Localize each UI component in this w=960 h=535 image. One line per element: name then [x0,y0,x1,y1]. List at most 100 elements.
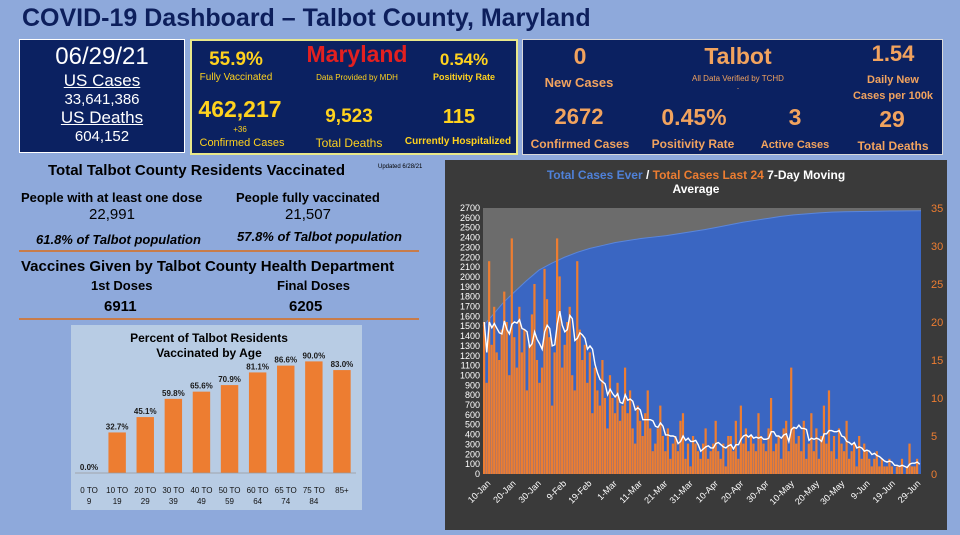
daily-case-bar [505,322,508,474]
right-y-tick-label: 5 [931,431,937,443]
md-hospitalized-label: Currently Hospitalized [404,136,512,147]
left-y-tick-label: 2000 [460,272,480,282]
daily-case-bar [598,405,602,474]
left-y-tick-label: 2500 [460,223,480,233]
daily-case-bar [593,367,596,474]
daily-case-bar [543,268,546,474]
age-bar-label: 70.9% [218,375,241,384]
left-y-tick-label: 1700 [460,302,480,312]
daily-case-bar [548,337,551,474]
daily-case-bar [910,466,914,474]
divider [19,250,419,252]
daily-case-bar [795,443,798,474]
daily-case-bar [634,443,637,474]
age-category-label: 40 TO [190,486,212,495]
age-bar [108,432,126,473]
age-category-label: 29 [141,497,150,506]
daily-case-bar [832,436,836,474]
age-bar-label: 90.0% [303,351,326,360]
daily-case-bar [762,443,765,474]
daily-case-bar [873,458,876,474]
left-y-tick-label: 1100 [461,361,480,371]
daily-case-bar [561,367,564,474]
daily-case-bar [868,458,871,474]
daily-case-bar [540,367,544,474]
daily-case-bar [490,344,493,474]
daily-case-bar [566,322,569,474]
daily-case-bar [586,382,589,474]
x-tick-label: 9-Feb [545,478,569,502]
final-doses-label: Final Doses [277,278,350,293]
left-y-tick-label: 700 [465,400,480,410]
daily-case-bar [618,420,622,474]
daily-case-bar [842,451,846,474]
daily-case-bar [790,367,793,474]
daily-case-bar [508,375,511,474]
daily-case-bar [704,428,707,474]
daily-case-bar [699,458,702,474]
daily-case-bar [485,382,488,474]
daily-case-bar [606,428,609,474]
daily-case-bar [754,451,758,474]
daily-case-bar [666,428,669,474]
talbot-active-value: 3 [788,104,802,130]
left-y-tick-label: 600 [465,410,480,420]
daily-case-bar [601,360,604,474]
daily-case-bar [820,436,823,474]
daily-case-bar [558,276,561,474]
age-category-label: 84 [309,497,318,506]
left-y-tick-label: 1800 [460,292,480,302]
daily-case-bar [679,420,682,474]
talbot-confirmed-value: 2672 [554,104,604,129]
md-positivity-value: 0.54% [439,50,489,69]
daily-case-bar [538,382,541,474]
daily-case-bar [767,428,770,474]
daily-case-bar [749,436,753,474]
age-category-label: 9 [87,497,92,506]
x-tick-label: 30-Apr [744,478,770,504]
left-y-tick-label: 900 [465,380,480,390]
x-tick-label: 30-May [818,478,847,507]
age-bar-label: 32.7% [106,422,129,431]
daily-case-bar [810,413,813,474]
daily-case-bar [483,322,486,474]
daily-case-bar [659,405,662,474]
daily-case-bar [805,458,808,474]
left-y-tick-label: 1300 [460,341,480,351]
daily-case-bar [689,466,692,474]
x-tick-label: 30-Jan [516,478,543,505]
talbot-positivity-label: Positivity Rate [651,137,735,151]
age-category-label: 30 TO [162,486,184,495]
full-vaccinated-label: People fully vaccinated [236,190,380,205]
age-bar [248,372,267,473]
age-category-label: 39 [169,497,178,506]
daily-case-bar [629,390,632,474]
vaccination-heading: Total Talbot County Residents Vaccinated [48,162,345,179]
us-cases-value: 33,641,386 [64,91,140,108]
daily-case-bar [845,420,848,474]
age-category-label: 50 TO [219,486,241,495]
daily-case-bar [729,436,732,474]
daily-case-bar [611,398,614,474]
daily-case-bar [717,451,720,474]
daily-case-bar [782,428,785,474]
daily-case-bar [576,261,579,474]
us-stats-panel: 06/29/21 US Cases 33,641,386 US Deaths 6… [19,39,185,153]
daily-case-bar [656,428,659,474]
age-chart-panel: Percent of Talbot Residents Vaccinated b… [71,325,362,510]
daily-case-bar [807,443,810,474]
x-tick-label: 20-Jan [491,478,518,505]
us-deaths-value: 604,152 [74,128,130,145]
left-y-tick-label: 1000 [460,370,480,380]
daily-case-bar [664,451,667,474]
left-y-tick-label: 1900 [460,282,480,292]
talbot-daily-new-label-2: Cases per 100k [852,90,934,102]
daily-case-bar [802,420,805,474]
age-bar-label: 86.6% [274,356,297,365]
daily-case-bar [734,420,737,474]
daily-case-bar [915,458,919,474]
total-cases-area-complement [483,208,921,327]
total-cases-line [482,210,922,327]
daily-case-bar [742,443,745,474]
cases-chart-panel: Total Cases Ever / Total Cases Last 24 7… [445,160,947,530]
